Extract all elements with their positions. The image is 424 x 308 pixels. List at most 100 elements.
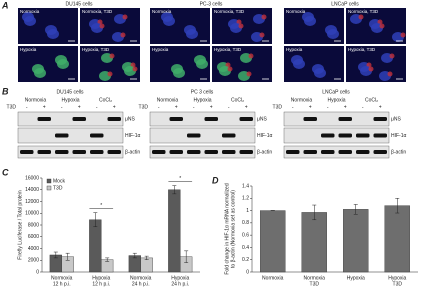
y-tick-label: 2000 bbox=[28, 258, 39, 264]
virus-stain bbox=[261, 14, 267, 20]
cell bbox=[57, 59, 69, 69]
band bbox=[169, 117, 183, 121]
bar bbox=[89, 219, 102, 273]
blot bbox=[17, 111, 124, 127]
band bbox=[204, 117, 218, 121]
y-tick-label: 0 bbox=[36, 269, 39, 275]
image-label: Normoxia bbox=[20, 9, 40, 14]
y-tick-label: 4000 bbox=[28, 246, 39, 252]
lane-sign: - bbox=[228, 104, 230, 110]
image-label: Hypoxia, T3D bbox=[348, 47, 376, 52]
panel-letter: C bbox=[2, 167, 9, 177]
band bbox=[90, 150, 104, 154]
error-bar bbox=[184, 250, 189, 263]
row-label: HIF-1α bbox=[257, 133, 273, 139]
band bbox=[356, 150, 370, 154]
bar bbox=[168, 189, 181, 273]
group-title: PC 3 cells bbox=[191, 89, 214, 95]
bar bbox=[140, 257, 153, 273]
panel-letter: B bbox=[2, 86, 9, 96]
micrograph bbox=[346, 46, 406, 82]
band bbox=[321, 133, 335, 138]
x-tick-label: 24 h p.i. bbox=[171, 281, 189, 287]
t3d-label: T3D bbox=[273, 104, 283, 110]
y-tick-label: 1.4 bbox=[242, 183, 249, 189]
y-axis-label: Fold change in HIF-1α mRNA normalized bbox=[224, 183, 230, 274]
band bbox=[90, 133, 104, 138]
y-tick-label: 0.8 bbox=[242, 220, 249, 226]
blot bbox=[149, 145, 256, 159]
error-bar bbox=[395, 198, 400, 214]
condition-label: CoCl₂ bbox=[99, 97, 112, 103]
lane-sign: + bbox=[210, 104, 213, 110]
virus-stain bbox=[238, 23, 244, 29]
cell bbox=[293, 59, 305, 69]
condition-label: Normoxia bbox=[157, 97, 179, 103]
lane-sign: + bbox=[379, 104, 382, 110]
virus-stain bbox=[132, 66, 138, 72]
x-tick-label: T3D bbox=[393, 281, 403, 287]
cell bbox=[47, 29, 59, 39]
band bbox=[204, 150, 218, 154]
cell bbox=[163, 16, 175, 26]
y-tick-label: 8000 bbox=[28, 222, 39, 228]
y-tick-label: 0.6 bbox=[242, 232, 249, 238]
condition-label: Normoxia bbox=[291, 97, 313, 103]
lane-sign: - bbox=[193, 104, 195, 110]
row-label: μNS bbox=[391, 116, 401, 122]
band bbox=[338, 133, 352, 138]
bar bbox=[301, 212, 327, 273]
x-tick-label: T3D bbox=[310, 281, 320, 287]
x-tick-label: 24 h p.i. bbox=[132, 281, 150, 287]
cell bbox=[304, 16, 316, 26]
blot bbox=[17, 145, 124, 159]
row-label: β-actin bbox=[125, 149, 140, 155]
row-label: β-actin bbox=[257, 149, 272, 155]
image-label: Normoxia bbox=[152, 9, 172, 14]
error-bar bbox=[172, 185, 177, 195]
t3d-label: T3D bbox=[7, 104, 17, 110]
virus-stain bbox=[389, 53, 395, 59]
blot bbox=[283, 145, 390, 159]
y-axis-label: Firefly Luciferase / Total protein bbox=[17, 190, 23, 260]
band bbox=[338, 117, 352, 121]
x-tick-label: Normoxia bbox=[51, 275, 73, 281]
legend-label: T3D bbox=[53, 185, 63, 191]
band bbox=[72, 117, 86, 121]
bar bbox=[343, 209, 369, 273]
y-tick-label: 10000 bbox=[25, 211, 39, 217]
x-tick-label: Hypoxia bbox=[388, 275, 406, 281]
y-tick-label: 16000 bbox=[25, 175, 39, 181]
virus-stain bbox=[379, 23, 385, 29]
y-tick-label: 1 bbox=[246, 208, 249, 214]
virus-stain bbox=[358, 14, 364, 20]
band bbox=[239, 150, 253, 154]
band bbox=[187, 150, 201, 154]
blot bbox=[283, 111, 390, 127]
band bbox=[373, 117, 387, 121]
legend-label: Mock bbox=[53, 178, 65, 184]
band bbox=[338, 150, 352, 154]
micrograph bbox=[150, 8, 210, 44]
band bbox=[239, 117, 253, 121]
group-title: PC-3 cells bbox=[200, 1, 223, 7]
condition-label: Hypoxia bbox=[327, 97, 345, 103]
error-bar bbox=[65, 252, 70, 261]
condition-label: CoCl₂ bbox=[365, 97, 378, 103]
band bbox=[222, 133, 236, 138]
x-tick-label: Hypoxia bbox=[92, 275, 110, 281]
legend-swatch bbox=[46, 178, 52, 184]
band bbox=[373, 150, 387, 154]
virus-stain bbox=[227, 66, 233, 72]
lane-sign: - bbox=[362, 104, 364, 110]
blot bbox=[149, 111, 256, 127]
annotation: * bbox=[179, 176, 181, 182]
annotation: * bbox=[100, 203, 102, 209]
row-label: β-actin bbox=[391, 149, 406, 155]
condition-label: Normoxia bbox=[25, 97, 47, 103]
row-label: μNS bbox=[257, 116, 267, 122]
lane-sign: + bbox=[309, 104, 312, 110]
condition-label: Hypoxia bbox=[193, 97, 211, 103]
group-title: DU145 cells bbox=[66, 1, 93, 7]
